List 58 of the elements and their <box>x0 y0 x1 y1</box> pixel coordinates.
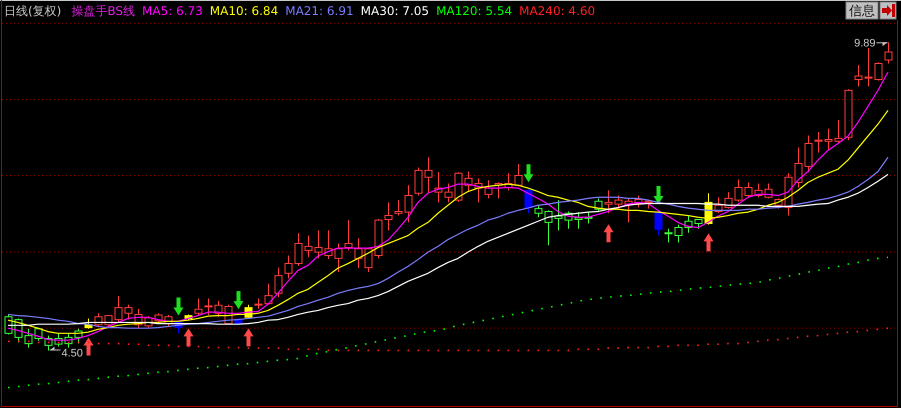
candlestick <box>824 128 832 151</box>
candlestick <box>24 328 32 348</box>
candlestick <box>514 164 522 186</box>
candlestick <box>844 88 852 141</box>
candlestick <box>424 156 432 194</box>
annotation: 4.50 <box>62 347 83 360</box>
candlestick <box>734 179 742 202</box>
candlestick <box>804 134 812 173</box>
candlestick <box>574 212 582 230</box>
candlestick <box>384 202 392 231</box>
candlestick <box>544 210 552 246</box>
candlestick <box>274 267 282 298</box>
candlestick <box>534 204 542 218</box>
candlestick <box>264 283 272 304</box>
candlestick <box>364 247 372 273</box>
candlestick <box>744 182 752 198</box>
candlestick <box>124 304 132 320</box>
candlestick <box>314 230 322 259</box>
candlestick <box>354 238 362 269</box>
chart-title: 日线(复权) <box>4 4 62 18</box>
candlestick <box>284 255 292 279</box>
candlestick <box>374 218 382 259</box>
chart-subtitle: 操盘手BS线 <box>71 4 136 18</box>
candlestick <box>254 298 262 310</box>
candlestick <box>524 188 532 214</box>
candlestick <box>304 235 312 258</box>
candlestick <box>864 48 872 87</box>
candlestick <box>694 218 702 230</box>
candlestick <box>194 298 202 316</box>
candlestick <box>404 184 412 223</box>
candlestick <box>484 180 492 199</box>
candlestick <box>554 200 562 231</box>
candlestick <box>664 228 672 243</box>
candlestick <box>614 195 622 210</box>
candlestick <box>794 147 802 188</box>
candlestick <box>414 167 422 196</box>
candlestick <box>334 243 342 273</box>
candlestick <box>204 298 212 316</box>
candlestick <box>114 296 122 322</box>
candlestick <box>834 120 842 144</box>
text: MA240: 4.60 <box>519 4 596 18</box>
candlestick <box>674 224 682 243</box>
candlestick <box>344 220 352 251</box>
text: MA10: 6.84 <box>210 4 278 18</box>
text: MA21: 6.91 <box>285 4 354 18</box>
candlestick <box>814 132 822 154</box>
candlestick <box>874 62 882 82</box>
text: MA30: 7.05 <box>360 4 430 18</box>
annotation: 9.89 <box>854 37 876 50</box>
candlestick <box>854 64 862 87</box>
candlestick <box>394 200 402 216</box>
candlestick <box>294 232 302 266</box>
candlestick <box>604 190 612 214</box>
candlestick <box>444 183 452 203</box>
text: MA5: 6.73 <box>142 4 203 18</box>
text: MA120: 5.54 <box>436 4 512 18</box>
candlestick <box>624 198 632 223</box>
text: 信息 <box>849 4 875 19</box>
